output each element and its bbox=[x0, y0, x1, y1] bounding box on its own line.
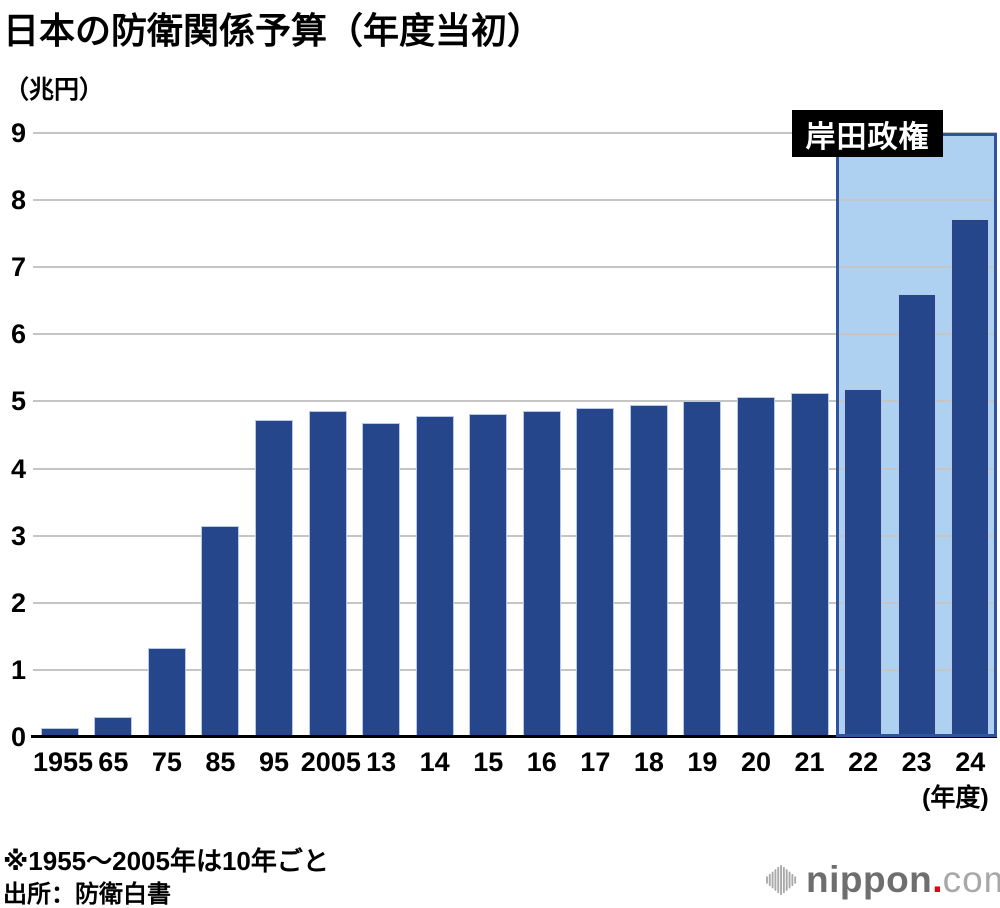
x-tick-label: 23 bbox=[901, 747, 932, 777]
x-axis-unit-label: (年度) bbox=[922, 784, 989, 812]
x-tick-label: 95 bbox=[258, 747, 290, 777]
bar bbox=[790, 393, 829, 737]
y-tick-label: 9 bbox=[10, 118, 26, 148]
footnote-source: 出所：防衛白書 bbox=[3, 881, 171, 908]
gridline bbox=[33, 467, 997, 470]
bar bbox=[576, 408, 615, 737]
bar bbox=[897, 294, 936, 737]
gridline bbox=[33, 132, 997, 134]
bar bbox=[362, 422, 401, 737]
highlight-region-border bbox=[836, 133, 997, 737]
y-tick-label: 2 bbox=[10, 587, 26, 618]
x-tick-label: 1955 bbox=[33, 747, 94, 777]
x-tick-label: 20 bbox=[740, 747, 772, 777]
gridline bbox=[33, 333, 997, 336]
x-tick-label: 14 bbox=[419, 747, 450, 777]
gridline bbox=[33, 668, 997, 671]
bar bbox=[629, 405, 668, 737]
footnote-note: ※1955～2005年は10年ごと bbox=[3, 846, 329, 876]
gridline bbox=[33, 534, 997, 537]
highlight-annotation: 岸田政権 bbox=[792, 110, 943, 157]
bar bbox=[94, 716, 133, 737]
x-tick-label: 22 bbox=[848, 747, 879, 777]
bar bbox=[415, 416, 454, 737]
x-tick-label: 18 bbox=[633, 747, 664, 777]
x-tick-label: 15 bbox=[473, 747, 504, 777]
bar bbox=[40, 728, 79, 737]
x-tick-label: 21 bbox=[794, 747, 825, 777]
bar bbox=[201, 526, 240, 737]
x-tick-label: 75 bbox=[151, 747, 182, 777]
y-tick-label: 8 bbox=[10, 185, 26, 216]
x-tick-label: 24 bbox=[955, 747, 986, 777]
x-tick-label: 2005 bbox=[300, 747, 361, 777]
logo-text-com: com bbox=[942, 859, 1000, 900]
x-tick-label: 85 bbox=[205, 747, 236, 777]
gridline bbox=[33, 601, 997, 604]
bar bbox=[951, 218, 990, 737]
y-tick-label: 7 bbox=[10, 252, 26, 283]
y-tick-label: 3 bbox=[10, 520, 26, 551]
x-tick-label: 65 bbox=[98, 747, 129, 777]
x-tick-label: 16 bbox=[526, 747, 557, 777]
logo-text-nippon: nippon bbox=[806, 859, 933, 900]
nippon-logo: nippon.com bbox=[766, 858, 1000, 902]
gridline bbox=[33, 199, 997, 202]
bar bbox=[844, 389, 883, 737]
soundwave-icon bbox=[766, 864, 797, 896]
bar bbox=[147, 647, 186, 737]
y-tick-label: 5 bbox=[10, 386, 26, 417]
logo-dot: . bbox=[932, 859, 943, 900]
y-tick-label: 1 bbox=[10, 654, 26, 685]
y-tick-label: 6 bbox=[10, 319, 26, 350]
bar bbox=[255, 420, 293, 737]
y-tick-label: 0 bbox=[10, 722, 26, 752]
y-tick-label: 4 bbox=[10, 453, 26, 484]
x-axis-line bbox=[31, 735, 997, 738]
gridline bbox=[33, 266, 997, 269]
bar bbox=[469, 413, 508, 737]
logo-wordmark: nippon.com bbox=[806, 858, 1000, 902]
bar bbox=[308, 410, 347, 737]
highlight-annotation-label: 岸田政権 bbox=[805, 120, 930, 154]
bar bbox=[522, 410, 561, 737]
x-tick-label: 13 bbox=[366, 747, 397, 777]
bar bbox=[683, 400, 722, 737]
x-tick-label: 17 bbox=[580, 747, 611, 777]
page-title: 日本の防衛関係予算（年度当初） bbox=[3, 10, 544, 51]
bar bbox=[737, 396, 775, 737]
x-tick-label: 19 bbox=[687, 747, 718, 777]
gridline bbox=[33, 400, 997, 403]
y-axis-unit-label: （兆円） bbox=[4, 76, 105, 104]
